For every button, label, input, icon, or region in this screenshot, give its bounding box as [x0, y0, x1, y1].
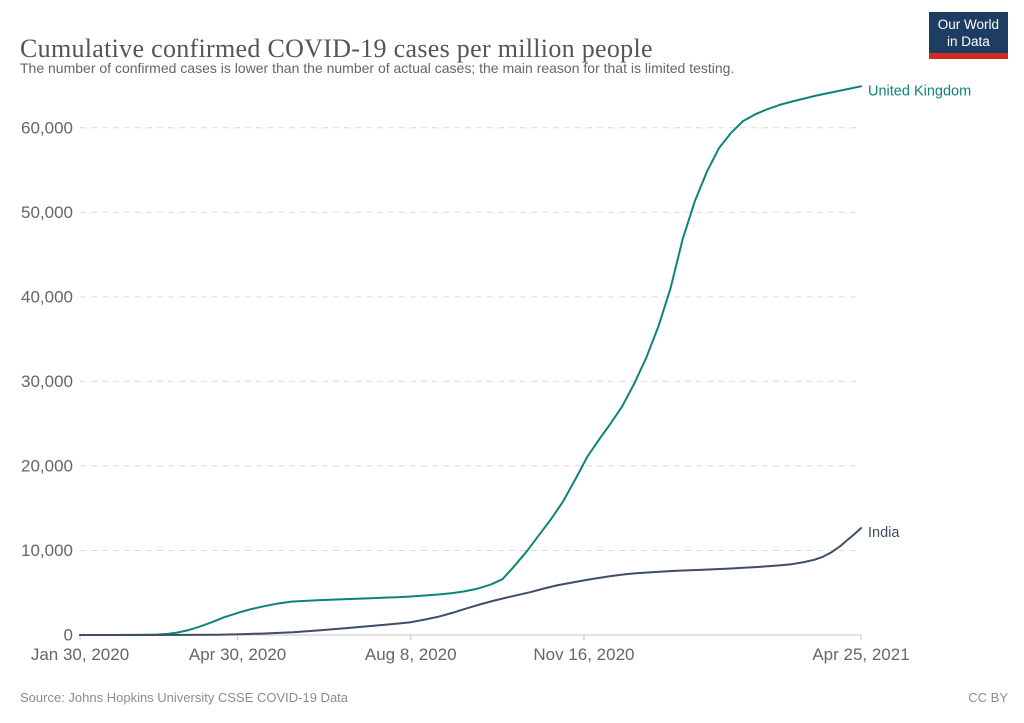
x-axis-label: Aug 8, 2020: [365, 645, 457, 664]
owid-logo: Our World in Data: [928, 12, 1008, 59]
y-axis-label: 20,000: [21, 456, 73, 475]
chart-svg[interactable]: 0 10,000 20,000 30,000 40,000 50,000 60,000 Jan…: [0, 0, 1024, 680]
x-axis-label: Apr 25, 2021: [812, 645, 909, 664]
series-line-india[interactable]: [79, 527, 862, 636]
x-axis-label: Jan 30, 2020: [31, 645, 129, 664]
series-line-united-kingdom[interactable]: [79, 85, 862, 636]
y-axis-label: 0: [64, 626, 73, 645]
y-axis-label: 30,000: [21, 372, 73, 391]
chart-title: Cumulative confirmed COVID-19 cases per …: [20, 34, 653, 64]
chart-plot-area[interactable]: 0 10,000 20,000 30,000 40,000 50,000 60,000 Jan…: [0, 0, 1024, 680]
y-axis-label: 10,000: [21, 541, 73, 560]
y-axis-label: 60,000: [21, 118, 73, 137]
owid-logo-line2: in Data: [946, 33, 990, 49]
series-label-united-kingdom[interactable]: United Kingdom: [868, 83, 971, 99]
license-badge[interactable]: CC BY: [968, 690, 1008, 705]
x-axis-label: Nov 16, 2020: [533, 645, 634, 664]
y-axis-label: 40,000: [21, 287, 73, 306]
x-axis-label: Apr 30, 2020: [189, 645, 286, 664]
source-note: Source: Johns Hopkins University CSSE CO…: [20, 690, 349, 705]
y-axis-label: 50,000: [21, 203, 73, 222]
series-label-india[interactable]: India: [868, 525, 900, 541]
chart-subtitle: The number of confirmed cases is lower t…: [20, 60, 735, 76]
owid-logo-line1: Our World: [937, 17, 999, 32]
